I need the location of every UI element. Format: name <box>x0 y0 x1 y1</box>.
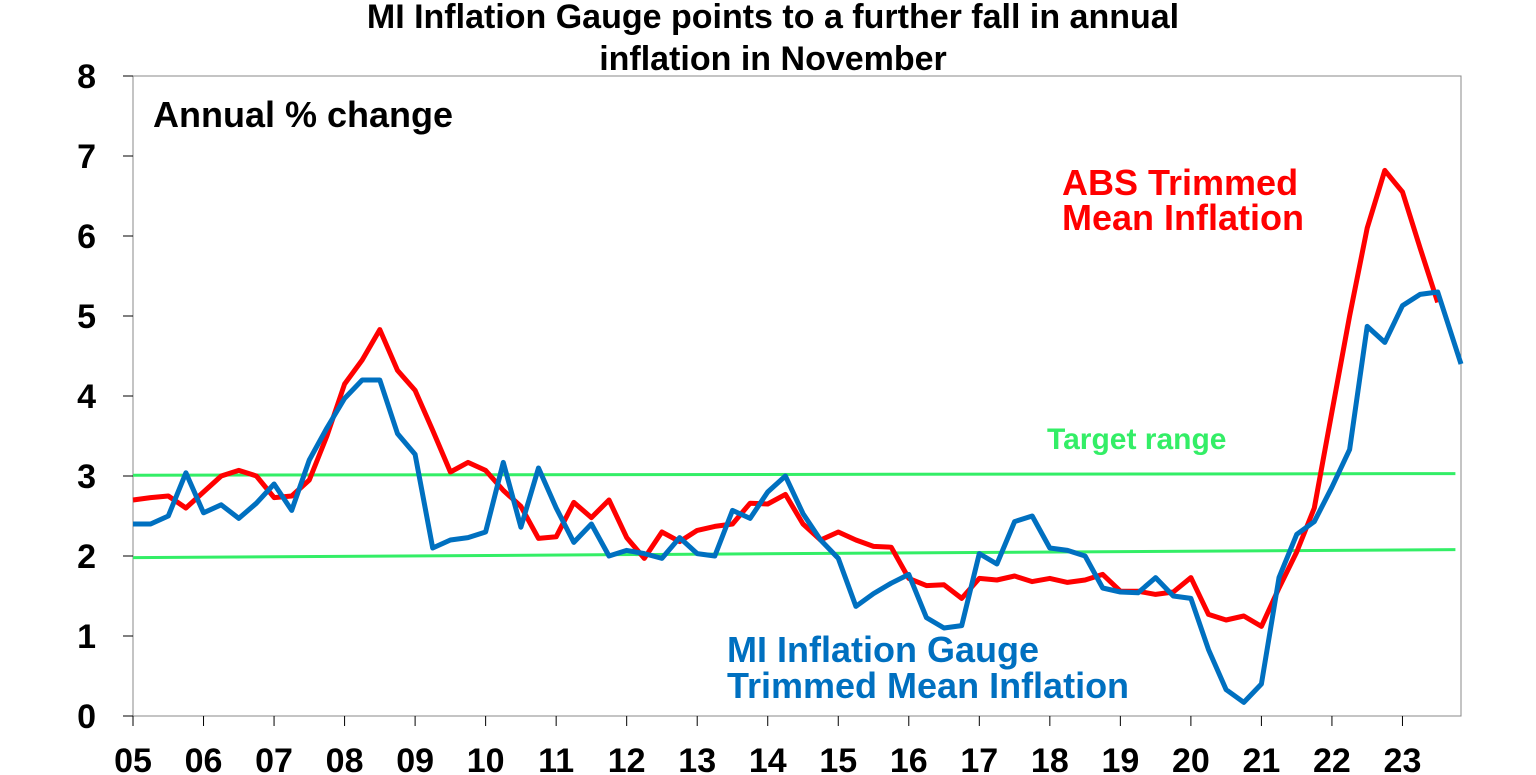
x-tick-label: 17 <box>960 742 998 775</box>
x-tick-label: 09 <box>396 742 434 775</box>
x-tick-label: 16 <box>890 742 928 775</box>
target-range-lower-line <box>132 548 1456 560</box>
x-tick-label: 22 <box>1313 742 1351 775</box>
plot-area <box>132 75 1462 717</box>
y-tick-label: 5 <box>77 298 96 336</box>
chart-title-line-2: inflation in November <box>599 40 947 78</box>
y-tick-label: 6 <box>77 218 96 256</box>
target-range-upper-line <box>132 472 1456 477</box>
x-tick-label: 05 <box>114 742 152 775</box>
x-tick-label: 07 <box>255 742 293 775</box>
x-tick-label: 10 <box>467 742 505 775</box>
x-tick-label: 20 <box>1172 742 1210 775</box>
abs-trimmed-mean-line <box>132 167 1441 629</box>
y-tick-label: 1 <box>77 618 96 656</box>
y-tick-label: 2 <box>77 538 96 576</box>
y-axis: 0 1 2 3 4 5 6 7 8 <box>77 58 133 736</box>
chart-title-line-1: MI Inflation Gauge points to a further f… <box>367 0 1179 36</box>
x-tick-label: 08 <box>326 742 364 775</box>
x-tick-label: 11 <box>538 742 574 775</box>
y-axis-label: Annual % change <box>153 94 453 135</box>
x-tick-label: 18 <box>1031 742 1069 775</box>
y-tick-label: 0 <box>77 698 96 736</box>
y-tick-label: 3 <box>77 458 96 496</box>
x-tick-label: 06 <box>185 742 223 775</box>
target-range-label: Target range <box>1047 423 1227 456</box>
x-tick-label: 15 <box>819 742 857 775</box>
x-tick-label: 13 <box>678 742 716 775</box>
y-tick-label: 8 <box>77 58 96 96</box>
y-tick-label: 7 <box>77 138 96 176</box>
x-tick-label: 23 <box>1384 742 1422 775</box>
abs-series-label-line-2: Mean Inflation <box>1062 197 1304 238</box>
x-tick-label: 21 <box>1242 742 1280 775</box>
mi-gauge-trimmed-mean-line <box>133 289 1464 705</box>
x-tick-label: 14 <box>749 742 787 775</box>
y-tick-label: 4 <box>77 378 96 416</box>
x-tick-label: 12 <box>608 742 646 775</box>
x-axis: 05 06 07 08 09 10 11 12 13 14 15 16 17 18 19 20 21 22 23 <box>114 716 1421 775</box>
mi-series-label-line-1: MI Inflation Gauge <box>727 629 1039 670</box>
mi-series-label-line-2: Trimmed Mean Inflation <box>727 665 1129 706</box>
abs-series-label-line-1: ABS Trimmed <box>1062 162 1298 203</box>
series-lines <box>132 167 1464 705</box>
x-tick-label: 19 <box>1101 742 1139 775</box>
